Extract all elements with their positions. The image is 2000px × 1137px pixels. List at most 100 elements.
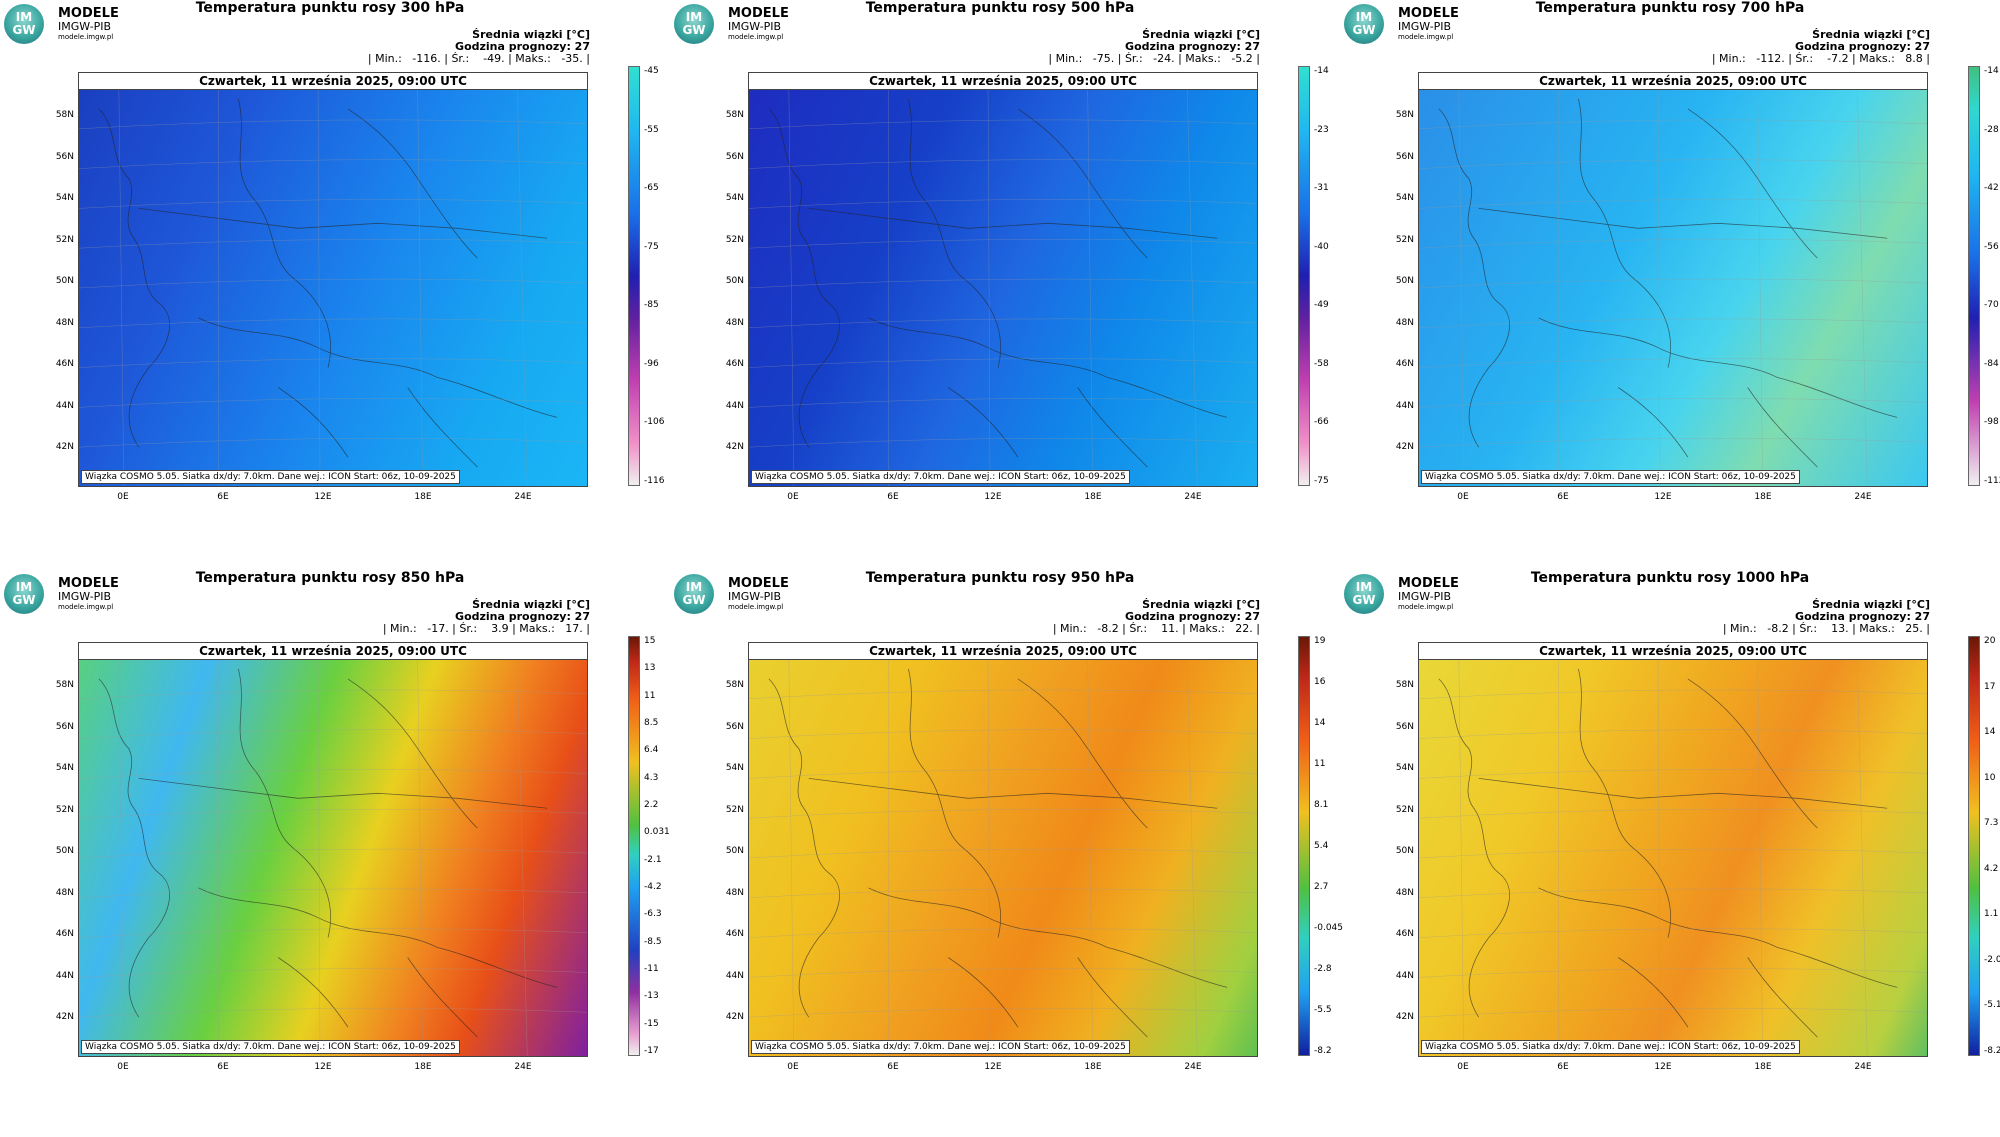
lat-label: 48N: [1395, 887, 1414, 898]
scale-label: -42: [1984, 183, 1999, 194]
scale-label: -116: [644, 476, 665, 486]
lat-label: 52N: [725, 804, 744, 815]
logo-org: IMGW-PIB: [58, 590, 112, 603]
imgw-logo-mark: IM GW: [4, 4, 44, 44]
date-bar: Czwartek, 11 września 2025, 09:00 UTC: [749, 643, 1257, 660]
lat-label: 46N: [1395, 929, 1414, 939]
scale-label: 6.4: [644, 745, 659, 756]
lat-label: 52N: [55, 804, 74, 815]
scale-label: -14: [1984, 66, 1999, 76]
logo-mark-top: IM: [685, 580, 703, 594]
logo-name: MODELE: [58, 576, 119, 591]
lat-label: 56N: [55, 721, 74, 732]
logo-url: modele.imgw.pl: [1398, 33, 1454, 41]
scale-label: -14: [1314, 66, 1329, 76]
lon-label: 6E: [217, 492, 229, 502]
scale-label: -49: [1314, 300, 1329, 311]
lat-label: 50N: [1395, 846, 1414, 856]
logo-mark-bottom: GW: [12, 23, 36, 37]
lat-label: 54N: [725, 763, 744, 773]
avg-label: Średnia wiązki [°C]: [1142, 598, 1260, 611]
avg-label: Średnia wiązki [°C]: [1812, 598, 1930, 611]
map-area: Czwartek, 11 września 2025, 09:00 UTC Wią…: [748, 72, 1258, 487]
lat-label: 42N: [55, 442, 74, 452]
scale-label: 7.3: [1984, 818, 1999, 829]
lat-label: 48N: [1395, 317, 1414, 328]
lon-label: 12E: [984, 492, 1002, 502]
lon-label: 12E: [1654, 492, 1672, 502]
map-title: Temperatura punktu rosy 300 hPa: [195, 0, 465, 16]
scale-label: -98: [1984, 417, 1999, 428]
lat-label: 56N: [1395, 721, 1414, 732]
scale-label: 17: [1984, 681, 1996, 692]
lon-label: 12E: [314, 1062, 332, 1072]
scale-label: -112: [1984, 476, 2000, 486]
lat-label: 44N: [725, 400, 744, 411]
imgw-logo-mark: IM GW: [1344, 574, 1384, 614]
scale-label: 4.2: [1984, 863, 1999, 874]
scale-label: 2.7: [1314, 882, 1329, 892]
scale-label: -5.5: [1314, 1005, 1332, 1015]
lon-label: 18E: [414, 1062, 432, 1072]
logo-url: modele.imgw.pl: [58, 603, 114, 611]
model-footer: Wiązka COSMO 5.05. Siatka dx/dy: 7.0km. …: [1421, 1040, 1800, 1054]
forecast-hour: Godzina prognozy: 27: [455, 610, 590, 623]
logo-org: IMGW-PIB: [1398, 20, 1452, 33]
imgw-logo-mark: IM GW: [1344, 4, 1384, 44]
logo-org: IMGW-PIB: [728, 590, 782, 603]
scale-label: -85: [644, 300, 659, 311]
lat-label: 58N: [1395, 110, 1414, 120]
imgw-logo: IM GW MODELE IMGW-PIB modele.imgw.pl: [2, 2, 152, 46]
lat-label: 56N: [725, 151, 744, 162]
imgw-logo: IM GW MODELE IMGW-PIB modele.imgw.pl: [672, 2, 822, 46]
lat-label: 58N: [725, 680, 744, 690]
scale-label: 4.3: [644, 772, 659, 783]
map-panel: IM GW MODELE IMGW-PIB modele.imgw.pl Temperat…: [670, 570, 1343, 1110]
lat-label: 46N: [1395, 359, 1414, 369]
lon-label: 24E: [514, 492, 532, 502]
lat-label: 46N: [55, 359, 74, 369]
lat-label: 50N: [725, 846, 744, 856]
scale-label: -13: [644, 991, 659, 1002]
logo-mark-bottom: GW: [682, 593, 706, 607]
map-title: Temperatura punktu rosy 700 hPa: [1535, 0, 1805, 16]
scale-label: 20: [1984, 636, 1996, 646]
lat-label: 42N: [725, 1012, 744, 1022]
map-area: Czwartek, 11 września 2025, 09:00 UTC Wią…: [78, 642, 588, 1057]
color-scale-bar: [1968, 66, 1980, 486]
logo-mark-top: IM: [1355, 580, 1373, 594]
logo-name: MODELE: [1398, 6, 1459, 21]
lon-label: 18E: [1084, 1062, 1102, 1072]
scale-label: -75: [1314, 476, 1329, 486]
scale-label: -40: [1314, 241, 1329, 252]
lat-label: 44N: [1395, 400, 1414, 411]
forecast-hour: Godzina prognozy: 27: [1125, 610, 1260, 623]
dew-point-field: [79, 659, 587, 1056]
lat-label: 58N: [55, 110, 74, 120]
map-title: Temperatura punktu rosy 950 hPa: [865, 570, 1135, 586]
scale-label: 11: [1314, 759, 1326, 769]
coastline-overlay: [749, 659, 1257, 1056]
scale-label: 10: [1984, 772, 1996, 783]
scale-label: -11: [644, 964, 659, 974]
lat-label: 46N: [725, 929, 744, 939]
imgw-logo: IM GW MODELE IMGW-PIB modele.imgw.pl: [2, 572, 152, 616]
lat-label: 56N: [55, 151, 74, 162]
lat-label: 56N: [1395, 151, 1414, 162]
lat-label: 54N: [1395, 763, 1414, 773]
lat-label: 50N: [55, 276, 74, 286]
date-bar: Czwartek, 11 września 2025, 09:00 UTC: [79, 643, 587, 660]
dew-point-field: [749, 89, 1257, 486]
logo-mark-bottom: GW: [682, 23, 706, 37]
scale-label: 15: [644, 636, 656, 646]
scale-label: -75: [644, 241, 659, 252]
lon-label: 6E: [887, 1062, 899, 1072]
imgw-logo-mark: IM GW: [674, 574, 714, 614]
logo-mark-bottom: GW: [1352, 593, 1376, 607]
scale-label: 14: [1314, 718, 1326, 728]
map-panel: IM GW MODELE IMGW-PIB modele.imgw.pl Temperat…: [1340, 570, 2000, 1110]
lon-label: 18E: [1084, 492, 1102, 502]
avg-label: Średnia wiązki [°C]: [472, 598, 590, 611]
lat-label: 48N: [725, 317, 744, 328]
lon-label: 0E: [1457, 1062, 1469, 1072]
